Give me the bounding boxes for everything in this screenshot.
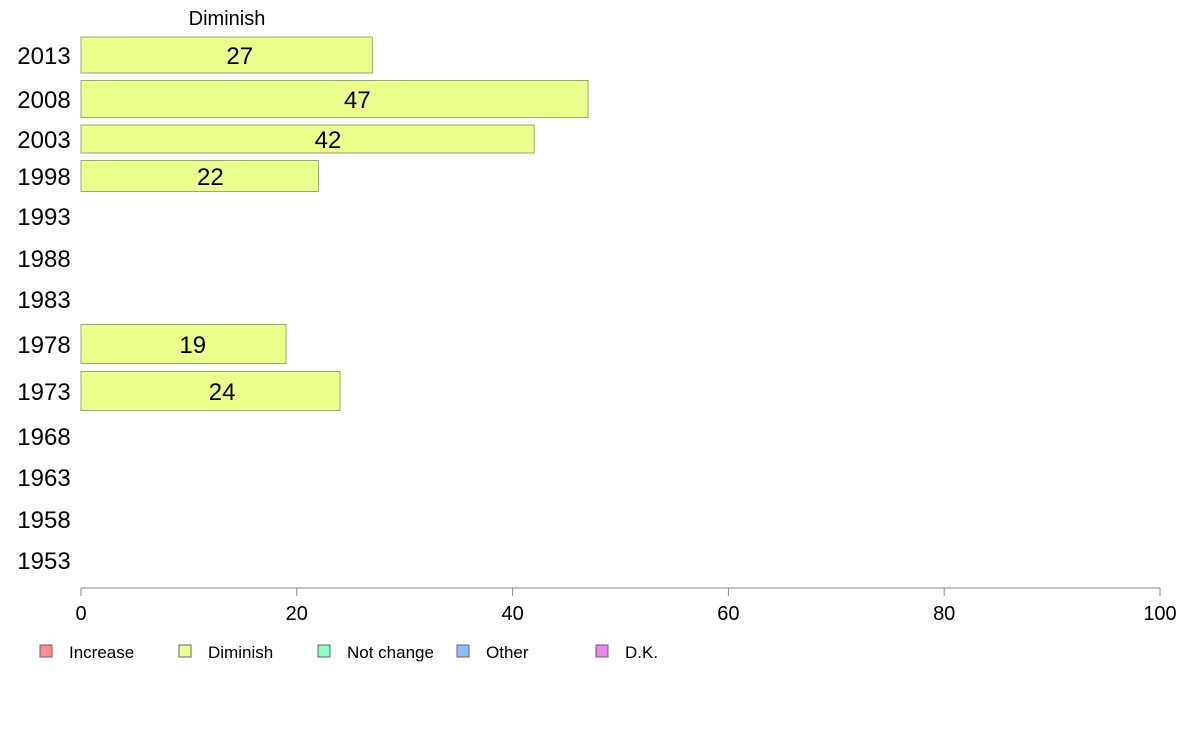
legend-swatch-diminish [178,644,192,658]
year-label-1958: 1958 [17,507,70,534]
bar-2003 [80,124,535,154]
bar-value-label-2008: 47 [344,87,371,114]
year-label-1983: 1983 [17,287,70,314]
legend-label-not-change: Not change [347,643,434,662]
panel-title: Diminish [189,8,266,30]
x-tick-label-20: 20 [286,603,308,625]
year-label-2013: 2013 [17,43,70,70]
x-tick-label-40: 40 [501,603,523,625]
x-tick-label-80: 80 [933,603,955,625]
x-tick-label-100: 100 [1143,603,1176,625]
year-label-1963: 1963 [17,465,70,492]
year-label-1973: 1973 [17,379,70,406]
year-label-1993: 1993 [17,204,70,231]
year-label-1998: 1998 [17,164,70,191]
legend-swatch-d-k [595,644,609,658]
year-label-1953: 1953 [17,548,70,575]
x-tick-label-60: 60 [717,603,739,625]
year-labels: 2013 2008 2003 1998 1993 1988 1983 1978 1973 1968… [17,43,70,575]
bar-value-label-2013: 27 [226,43,253,70]
year-label-2008: 2008 [17,87,70,114]
legend-swatch-not-change [317,644,331,658]
bar-value-label-1978: 19 [179,332,206,359]
year-label-2003: 2003 [17,127,70,154]
bar-1978 [80,324,287,364]
legend: Increase Diminish Not change Other D.K. [39,643,658,662]
bar-value-label-1973: 24 [209,379,236,406]
x-tick-label-0: 0 [75,603,86,625]
bar-value-label-2003: 42 [315,127,342,154]
year-label-1978: 1978 [17,332,70,359]
legend-swatch-other [456,644,470,658]
bar-1998 [80,160,319,192]
bars [80,36,589,411]
bar-value-label-1998: 22 [197,164,224,191]
legend-label-diminish: Diminish [208,643,273,662]
x-axis: 0 20 40 60 80 100 [75,587,1177,625]
bar-2008 [80,80,589,118]
bar-2013 [80,36,373,74]
legend-label-increase: Increase [69,643,134,662]
year-label-1988: 1988 [17,246,70,273]
year-label-1968: 1968 [17,424,70,451]
legend-label-other: Other [486,643,529,662]
legend-label-d-k: D.K. [625,643,658,662]
legend-swatch-increase [39,644,53,658]
bar-1973 [80,371,341,411]
